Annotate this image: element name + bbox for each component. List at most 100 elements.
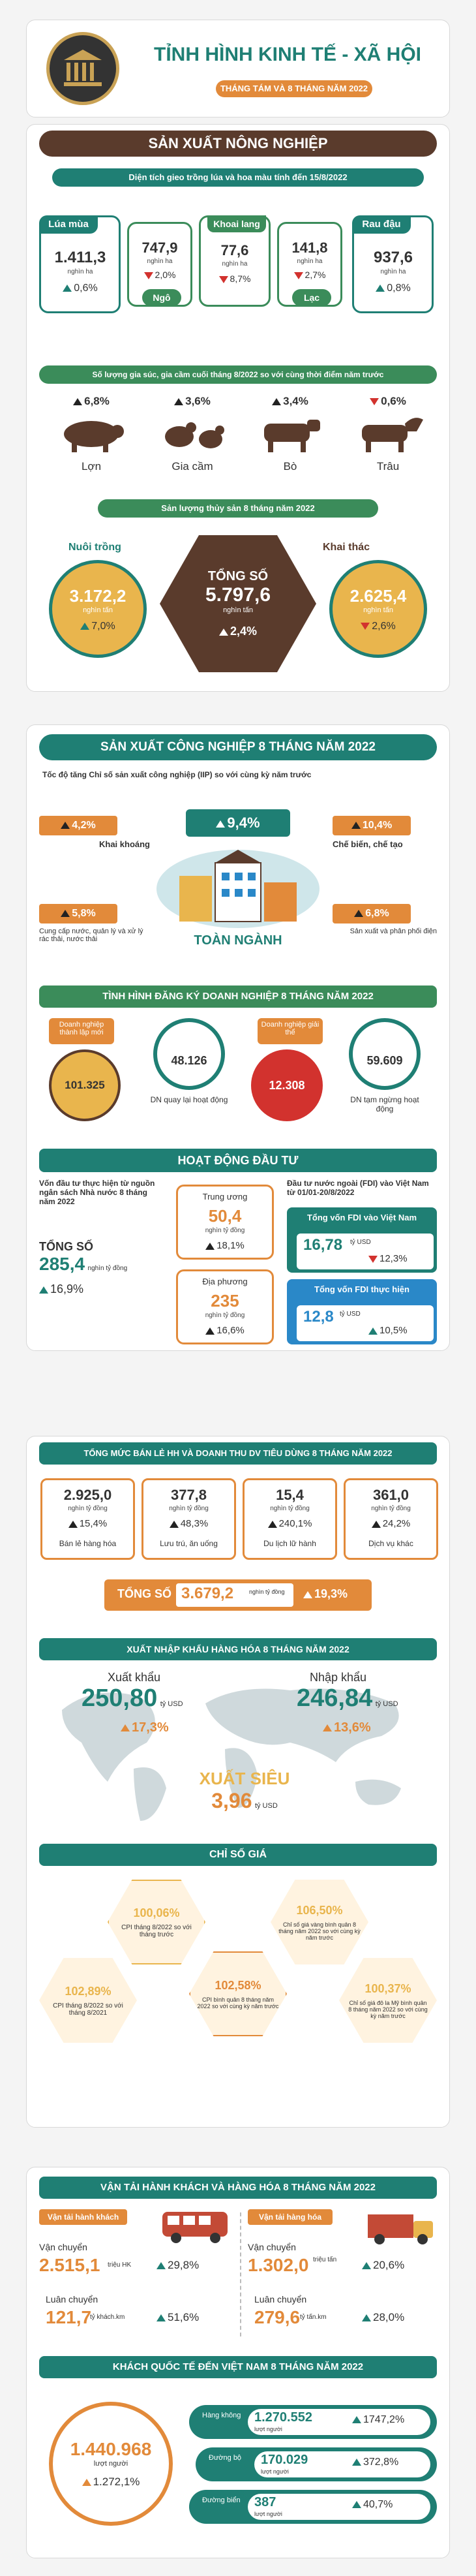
retail-name: Bán lẻ hàng hóa	[59, 1539, 117, 1548]
tourist-mode-change: 1747,2%	[352, 2414, 404, 2426]
iip-name: Cung cấp nước, quản lý và xử lý rác thải…	[39, 927, 143, 943]
crop-value: 747,9	[141, 240, 178, 256]
surplus-value: 3,96	[211, 1789, 252, 1812]
retail-change: 24,2%	[346, 1518, 436, 1529]
livestock-title: Số lượng gia súc, gia cầm cuối tháng 8/2…	[39, 365, 437, 384]
biz-new: Doanh nghiệp thành lập mới 101.325	[49, 1018, 140, 1129]
central-unit: nghìn tỷ đồng	[205, 1227, 245, 1234]
crop-name: Lúa mùa	[39, 215, 98, 234]
fdi-registered: Tổng vốn FDI vào Việt Nam 16,78 tỷ USD 1…	[287, 1207, 437, 1273]
livestock-name: Bò	[283, 460, 297, 473]
surplus-block: XUẤT SIÊU 3,96 tỷ USD	[192, 1769, 297, 1813]
livestock-name: Lợn	[81, 460, 102, 473]
tourist-road: Đường bộ 170.029 lượt người 372,8%	[196, 2447, 437, 2481]
tourist-mode-value: 387	[254, 2495, 276, 2509]
cpi-text: CPI tháng 8/2022 so với tháng 8/2021	[53, 2002, 123, 2017]
retail-change: 240,1%	[245, 1518, 335, 1529]
livestock-name: Gia cầm	[171, 460, 213, 473]
central-value: 50,4	[208, 1206, 242, 1226]
import-label: Nhập khẩu	[310, 1671, 367, 1684]
central-change: 18,1%	[178, 1240, 272, 1251]
fish-title: Sản lượng thủy sản 8 tháng năm 2022	[98, 499, 378, 518]
cpi-month: 100,06% CPI tháng 8/2022 so với tháng tr…	[108, 1880, 205, 1964]
cpi-yoy: 102,89% CPI tháng 8/2022 so với tháng 8/…	[39, 1958, 137, 2043]
crop-value: 77,6	[220, 242, 249, 258]
biz-name: DN tạm ngừng hoạt động	[350, 1095, 419, 1113]
livestock-name: Trâu	[376, 460, 400, 473]
livestock-change: 3,6%	[147, 395, 238, 408]
iip-total-change: 9,4%	[186, 809, 290, 837]
cpi-gold: 106,50% Chỉ số giá vàng bình quân 8 thán…	[271, 1880, 368, 1964]
stock-exchange-logo	[46, 32, 119, 105]
import-unit: tỷ USD	[375, 1700, 398, 1708]
cpi-value: 100,37%	[364, 1981, 411, 1995]
retail-unit: nghìn tỷ đồng	[371, 1505, 411, 1512]
passenger-move-value: 2.515,1	[39, 2255, 100, 2275]
retail-value: 15,4	[276, 1487, 304, 1503]
fish-change: 7,0%	[80, 621, 115, 632]
local-value: 235	[211, 1291, 239, 1311]
cpi-value: 106,50%	[296, 1903, 343, 1917]
state-total: TỔNG SỐ 285,4 nghìn tỷ đồng 16,9%	[39, 1240, 156, 1296]
fish-aquaculture: Nuôi trồng 3.172,2 nghìn tấn 7,0%	[42, 542, 160, 672]
crop-unit: nghìn ha	[67, 268, 93, 275]
biz-name: Doanh nghiệp giải thể	[258, 1018, 323, 1044]
retail-unit: nghìn tỷ đồng	[270, 1505, 310, 1512]
cargo-move-unit: triệu tấn	[313, 2256, 337, 2263]
local-label: Địa phương	[202, 1277, 248, 1286]
iip-manufacturing: 10,4% Chế biến, chế tạo	[333, 816, 437, 849]
passenger-label: Vận tải hành khách	[39, 2209, 127, 2225]
export-label: Xuất khẩu	[108, 1671, 161, 1684]
bus-icon	[162, 2212, 228, 2243]
import-block: Nhập khẩu 246,84 tỷ USD 13,6%	[297, 1671, 427, 1735]
fish-change: 2,6%	[361, 621, 396, 632]
fdi-real-value: 12,8	[303, 1308, 334, 1326]
tourist-mode-name: Đường biển	[202, 2496, 241, 2504]
passenger-turn-label: Luân chuyển	[46, 2294, 98, 2304]
area-title: Diện tích gieo trồng lúa và hoa màu tính…	[52, 168, 424, 187]
fish-total-value: 5.797,6	[205, 584, 271, 606]
fdi-real-label: Tổng vốn FDI thực hiện	[314, 1284, 409, 1294]
retail-total-change: 19,3%	[303, 1587, 348, 1601]
tourist-mode-unit: lượt người	[254, 2426, 282, 2432]
passenger-move-change: 29,8%	[156, 2259, 199, 2272]
livestock-cattle: 3,4% Bò	[245, 395, 336, 486]
cpi-title: CHỈ SỐ GIÁ	[39, 1844, 437, 1866]
state-total-label: TỔNG SỐ	[39, 1240, 94, 1253]
retail-name: Lưu trú, ăn uống	[160, 1539, 218, 1548]
cow-icon	[264, 420, 320, 452]
invest-title: HOẠT ĐỘNG ĐẦU TƯ	[39, 1149, 437, 1172]
passenger-turn-change: 51,6%	[156, 2311, 199, 2324]
header-banner: TỈNH HÌNH KINH TẾ - XÃ HỘI THÁNG TÁM VÀ …	[26, 20, 450, 117]
fdi-disbursed: Tổng vốn FDI thực hiện 12,8 tỷ USD 10,5%	[287, 1279, 437, 1344]
pig-icon	[64, 421, 124, 452]
fdi-reg-change: 12,3%	[368, 1253, 408, 1264]
crop-name: Rau đậu	[352, 215, 411, 234]
export-change: 17,3%	[121, 1720, 212, 1735]
crop-change: 2,7%	[279, 270, 340, 280]
retail-value: 2.925,0	[63, 1487, 112, 1503]
divider	[240, 2212, 241, 2336]
retail-total: TỔNG SỐ 3.679,2 nghìn tỷ đồng 19,3%	[104, 1579, 372, 1611]
state-total-unit: nghìn tỷ đồng	[87, 1265, 128, 1272]
retail-goods: 2.925,0 nghìn tỷ đồng 15,4% Bán lẻ hàng …	[40, 1478, 135, 1560]
iip-total: 9,4% TOÀN NGÀNH	[153, 809, 323, 953]
retail-total-unit: nghìn tỷ đồng	[249, 1589, 285, 1595]
cargo-turn-value: 279,6	[254, 2307, 301, 2327]
tourist-total-unit: lượt người	[93, 2460, 128, 2468]
retail-value: 361,0	[372, 1487, 409, 1503]
tourist-mode-name: Hàng không	[202, 2412, 241, 2419]
buffalo-icon	[362, 418, 423, 452]
truck-icon	[368, 2214, 433, 2244]
fish-total: TỔNG SỐ 5.797,6 nghìn tấn 2,4%	[160, 535, 316, 672]
biz-name: Doanh nghiệp thành lập mới	[49, 1018, 114, 1044]
export-block: Xuất khẩu 250,80 tỷ USD 17,3%	[82, 1671, 212, 1735]
crop-value: 141,8	[291, 240, 328, 256]
header-subtitle: THÁNG TÁM VÀ 8 THÁNG NĂM 2022	[216, 80, 372, 97]
cargo-move-value: 1.302,0	[248, 2255, 309, 2275]
tourist-mode-name: Đường bộ	[209, 2454, 242, 2462]
retail-value: 377,8	[170, 1487, 207, 1503]
cpi-text: Chỉ số giá đô la Mỹ bình quân 8 tháng nă…	[348, 1999, 428, 2019]
cpi-text: Chỉ số giá vàng bình quân 8 tháng năm 20…	[278, 1921, 361, 1941]
fish-unit: nghìn tấn	[83, 606, 113, 614]
